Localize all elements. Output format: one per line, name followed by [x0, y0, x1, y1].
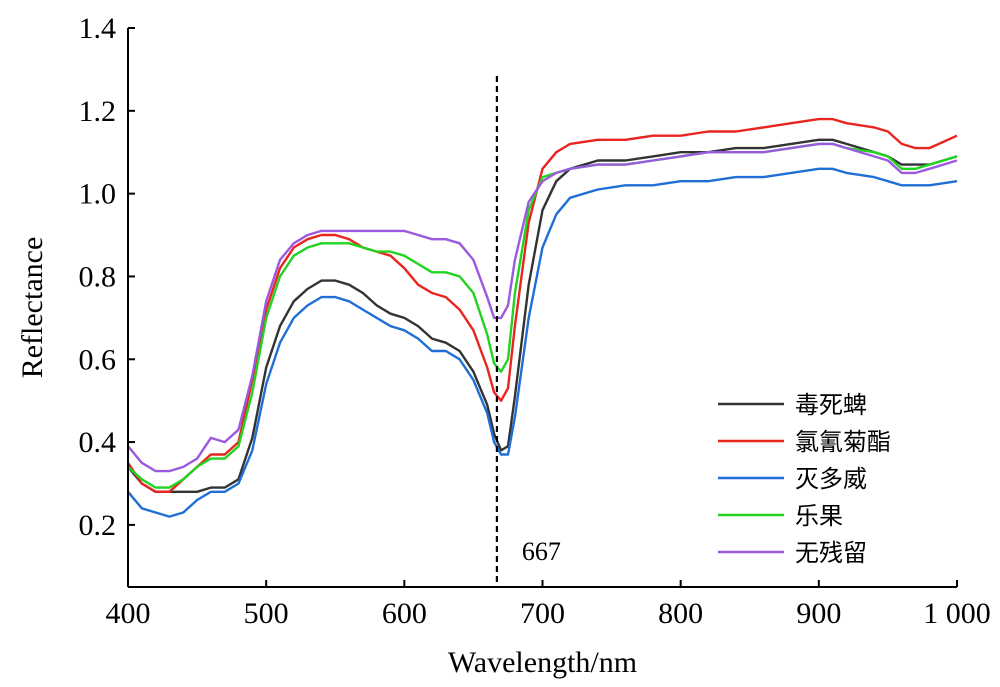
- y-axis-title: Reflectance: [16, 237, 49, 379]
- annotation-layer: 667: [495, 76, 561, 587]
- y-tick-label: 0.2: [79, 509, 117, 542]
- x-tick-label: 900: [796, 597, 841, 630]
- series-line: [127, 138, 958, 493]
- y-tick-label: 1.2: [79, 95, 117, 128]
- y-tick-label: 0.8: [79, 260, 117, 293]
- y-tick-label: 0.6: [79, 343, 117, 376]
- x-tick-label: 700: [520, 597, 565, 630]
- legend-label: 氯氰菊酯: [795, 428, 891, 456]
- y-tick-label: 1.4: [79, 12, 117, 45]
- x-axis-title: Wavelength/nm: [448, 646, 637, 679]
- series-line: [127, 117, 958, 493]
- x-tick-label: 1 000: [923, 597, 991, 630]
- y-tick-label: 0.4: [79, 426, 117, 459]
- x-tick-label: 800: [658, 597, 703, 630]
- x-tick-label: 400: [106, 597, 151, 630]
- y-ticks: 0.2 0.4 0.6 0.8 1.0 1.2 1.4: [79, 12, 135, 542]
- annotation-label: 667: [522, 537, 561, 566]
- series-lines: [127, 117, 958, 518]
- x-tick-label: 500: [244, 597, 289, 630]
- legend-label: 毒死蜱: [795, 391, 867, 419]
- legend-label: 无残留: [795, 539, 867, 567]
- series-line: [127, 142, 958, 473]
- legend-label: 乐果: [795, 502, 843, 530]
- legend-label: 灭多威: [795, 465, 867, 493]
- x-ticks: 400 500 600 700 800 900 1 000: [106, 580, 991, 630]
- x-tick-label: 600: [382, 597, 427, 630]
- y-tick-label: 1.0: [79, 178, 117, 211]
- series-line: [127, 167, 958, 518]
